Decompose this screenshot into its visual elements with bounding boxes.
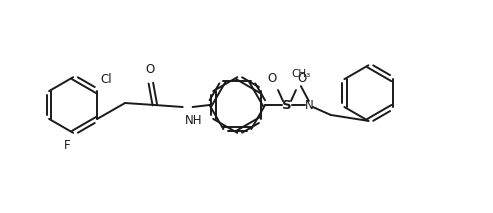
Text: O: O bbox=[297, 72, 307, 85]
Text: F: F bbox=[64, 139, 70, 152]
Text: O: O bbox=[145, 63, 154, 76]
Text: N: N bbox=[305, 98, 313, 112]
Text: NH: NH bbox=[185, 114, 202, 127]
Text: CH₃: CH₃ bbox=[291, 69, 311, 79]
Text: Cl: Cl bbox=[100, 73, 112, 86]
Text: O: O bbox=[268, 72, 277, 85]
Text: S: S bbox=[282, 98, 292, 112]
